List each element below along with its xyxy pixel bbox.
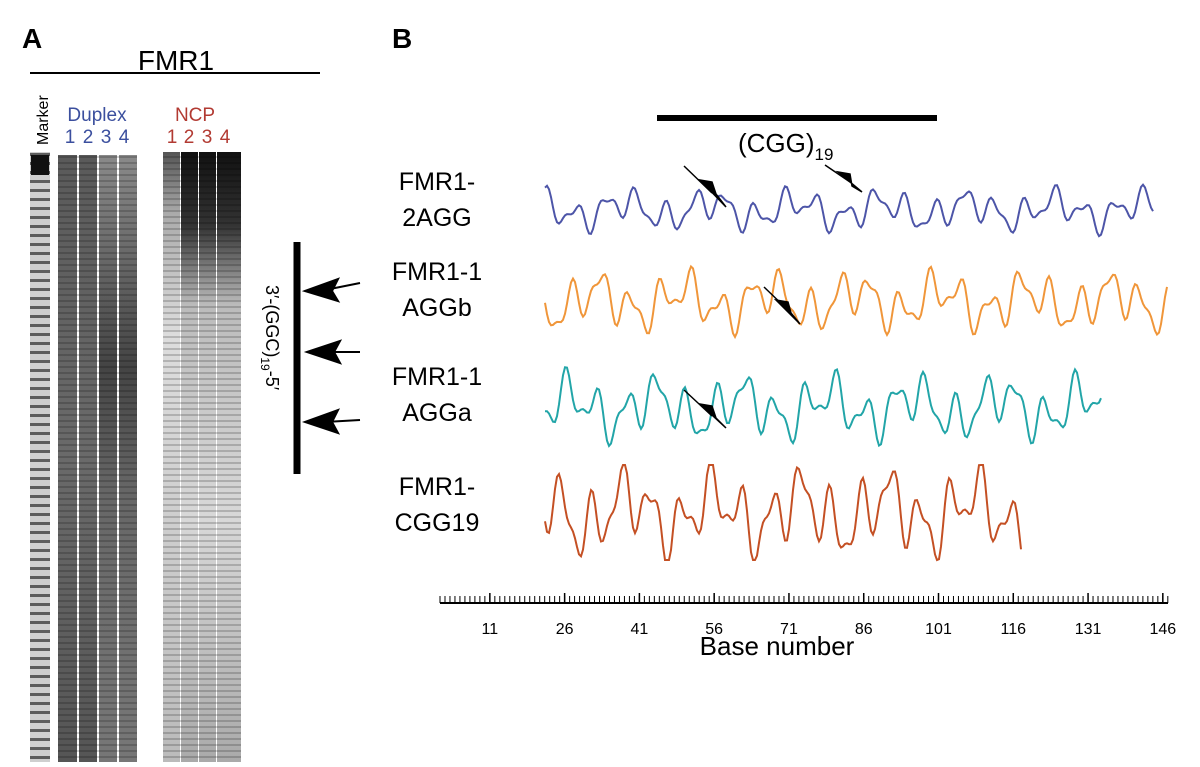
band-pattern: [163, 152, 241, 762]
trace-name: AGGb: [402, 294, 471, 322]
panel-label: B: [392, 23, 412, 54]
axis-ticks: 11 26 41 56 71 86 101 116 131 146: [482, 593, 1176, 638]
x-tick-label: 131: [1075, 621, 1102, 638]
region-subscript: 19: [815, 145, 834, 164]
arrow-head: [301, 277, 341, 303]
band-pattern: [58, 155, 137, 762]
lane-label: 4: [119, 127, 130, 148]
trace-name: AGGa: [402, 399, 472, 427]
trace-name: CGG19: [395, 509, 480, 537]
trace: [544, 183, 1154, 238]
arrow-head: [835, 170, 863, 193]
marker-bands: [30, 152, 50, 762]
lane-label: 1: [65, 127, 76, 148]
traces: FMR1- 2AGG FMR1-1 AGGb FMR1-1 AGGa FMR1- CGG19: [392, 168, 1168, 562]
trace: [544, 264, 1168, 340]
arrow-head: [301, 408, 341, 435]
x-tick-label: 41: [631, 621, 649, 638]
x-tick-label: 71: [780, 621, 798, 638]
panel-label: A: [22, 23, 42, 54]
lane-label: 1: [167, 127, 178, 148]
x-tick-label: 116: [1001, 621, 1027, 638]
marker-label: Marker: [35, 95, 52, 145]
trace-name: FMR1-: [399, 168, 475, 196]
x-tick-label: 86: [855, 621, 873, 638]
x-tick-label: 101: [925, 621, 952, 638]
trace: [544, 464, 1022, 562]
x-tick-label: 146: [1149, 621, 1176, 638]
gel-title: FMR1: [138, 45, 214, 76]
arrow-head: [697, 178, 727, 208]
lane-label: 3: [202, 127, 213, 148]
lane-label: 2: [184, 127, 195, 148]
x-tick-label: 26: [556, 621, 574, 638]
region-subscript: 19: [258, 357, 272, 371]
arrow-head: [303, 339, 343, 365]
group-label: Duplex: [67, 105, 127, 126]
arrow-head: [773, 298, 801, 325]
trace-name: FMR1-1: [392, 363, 482, 391]
arrow-head: [697, 402, 727, 429]
axis-ruler: [439, 596, 1169, 603]
region-text: (CGG): [738, 128, 815, 158]
lane-label: 3: [101, 127, 112, 148]
marker-top: [31, 155, 49, 175]
region-text: 3′-(GGC): [262, 285, 282, 357]
lane-label: 2: [83, 127, 94, 148]
region-label: (CGG)19: [738, 128, 833, 164]
region-text: -5′: [262, 371, 282, 391]
axis-title: Base number: [700, 631, 855, 661]
group-label: NCP: [175, 105, 215, 126]
trace: [545, 366, 1102, 448]
gel: [30, 152, 241, 762]
trace-name: FMR1-: [399, 473, 475, 501]
x-tick-label: 56: [705, 621, 723, 638]
trace-arrows: [683, 164, 863, 429]
trace-name: 2AGG: [402, 204, 471, 232]
region-label: 3′-(GGC)19-5′: [258, 285, 282, 391]
gel-arrows: [301, 277, 361, 435]
lane-label: 4: [220, 127, 231, 148]
x-tick-label: 11: [482, 621, 499, 638]
trace-name: FMR1-1: [392, 258, 482, 286]
